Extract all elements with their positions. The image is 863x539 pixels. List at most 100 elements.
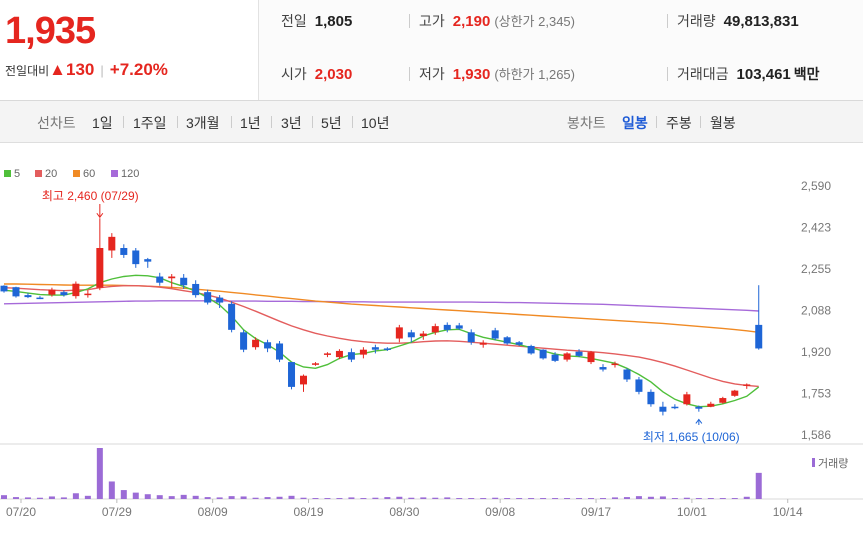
candle-chart-label: 봉차트 (567, 115, 606, 131)
candle-body (551, 354, 559, 361)
candle (192, 280, 200, 298)
candle (659, 401, 667, 416)
x-tick-label: 08/19 (294, 505, 324, 519)
ma20-line (3, 285, 759, 388)
tab-weekly[interactable]: 주봉 (666, 115, 692, 131)
candle (311, 362, 319, 366)
volume-bar (300, 497, 307, 499)
candle (551, 352, 559, 363)
volume-bar (360, 498, 367, 499)
candle-body (719, 398, 727, 403)
volume-bar (755, 472, 762, 499)
candle-body (407, 332, 415, 338)
candle (60, 290, 68, 297)
tab-monthly[interactable]: 월봉 (710, 115, 736, 131)
change-value: 130 (66, 60, 95, 79)
volume-legend-swatch (812, 458, 815, 467)
candle-body (288, 362, 296, 387)
volume-bar (743, 496, 750, 499)
candle-body (503, 337, 511, 344)
candle (479, 340, 487, 348)
candle-body (431, 326, 439, 333)
candle (156, 272, 164, 286)
legend-swatch-5 (4, 170, 11, 177)
candle (383, 347, 391, 351)
candle (24, 293, 32, 299)
tab-daily[interactable]: 일봉 (622, 115, 648, 131)
candle-body (671, 406, 679, 409)
candle (335, 349, 343, 360)
tab-1w[interactable]: 1주일 (133, 115, 167, 131)
volume-bar (96, 448, 103, 499)
volume-bar (552, 498, 559, 499)
candle-body (683, 394, 691, 405)
volume-bar (444, 497, 451, 499)
change-line: 전일대비▲130 | +7.20% (5, 60, 168, 80)
tab-1d[interactable]: 1일 (92, 115, 113, 131)
legend-label-60: 60 (83, 168, 95, 180)
volume-bar (84, 495, 91, 499)
x-tick-label: 08/09 (198, 505, 228, 519)
candle (443, 322, 451, 333)
volume-bar (120, 490, 127, 499)
candle-body (455, 325, 463, 329)
max-arrow-icon (96, 212, 104, 219)
tab-3m[interactable]: 3개월 (186, 115, 220, 131)
volume-bar (671, 498, 678, 499)
candle-body (491, 330, 499, 339)
candle (539, 349, 547, 360)
legend-swatch-120 (111, 170, 118, 177)
tab-1y[interactable]: 1년 (240, 115, 261, 131)
volume-bar (731, 498, 738, 499)
candle-body (539, 349, 547, 359)
x-axis-labels: 07/20 07/29 08/09 08/19 08/30 09/08 09/17 10/01… (6, 499, 803, 519)
candle-body (383, 348, 391, 350)
candle-body (395, 327, 403, 339)
y-tick-label: 2,255 (801, 262, 831, 276)
candle-body (108, 236, 116, 251)
tab-10y[interactable]: 10년 (361, 115, 390, 131)
y-tick-label: 1,753 (801, 387, 831, 401)
x-tick-label: 10/01 (677, 505, 707, 519)
candle-body (599, 367, 607, 370)
volume-bar (288, 495, 295, 499)
candle (467, 329, 475, 345)
stat-amount: 거래대금 103,461 백만 (677, 66, 820, 83)
candle (359, 347, 367, 359)
candle-body (467, 332, 475, 343)
candle-body (755, 324, 763, 349)
volume-bar (408, 497, 415, 499)
candle-body (180, 277, 188, 286)
candle (671, 404, 679, 410)
candle-body (311, 363, 319, 365)
volume-label: 거래량 (818, 457, 848, 470)
x-tick-label: 07/20 (6, 505, 36, 519)
volume-bar (384, 497, 391, 499)
candle (72, 281, 80, 299)
y-tick-label: 2,423 (801, 221, 831, 235)
candle (323, 352, 331, 358)
candle-body (84, 293, 92, 296)
candle (276, 341, 284, 363)
volume-bar (504, 498, 511, 499)
candle (419, 331, 427, 340)
ma5-line (3, 274, 760, 408)
candle (707, 401, 715, 408)
volume-bar (228, 496, 235, 499)
candle-body (132, 250, 140, 265)
volume-bar (144, 494, 151, 499)
tab-3y[interactable]: 3년 (281, 115, 302, 131)
volume-bar (60, 497, 67, 499)
candle-body (419, 333, 427, 337)
candle-body (611, 363, 619, 366)
candle-body (120, 248, 128, 255)
volume-bar (420, 497, 427, 499)
volume-bar (647, 496, 654, 499)
candle (455, 322, 463, 330)
candle (575, 349, 583, 358)
candle (635, 376, 643, 395)
candle (395, 324, 403, 343)
candle-body (443, 324, 451, 330)
volume-bar (48, 496, 55, 499)
tab-5y[interactable]: 5년 (321, 115, 342, 131)
